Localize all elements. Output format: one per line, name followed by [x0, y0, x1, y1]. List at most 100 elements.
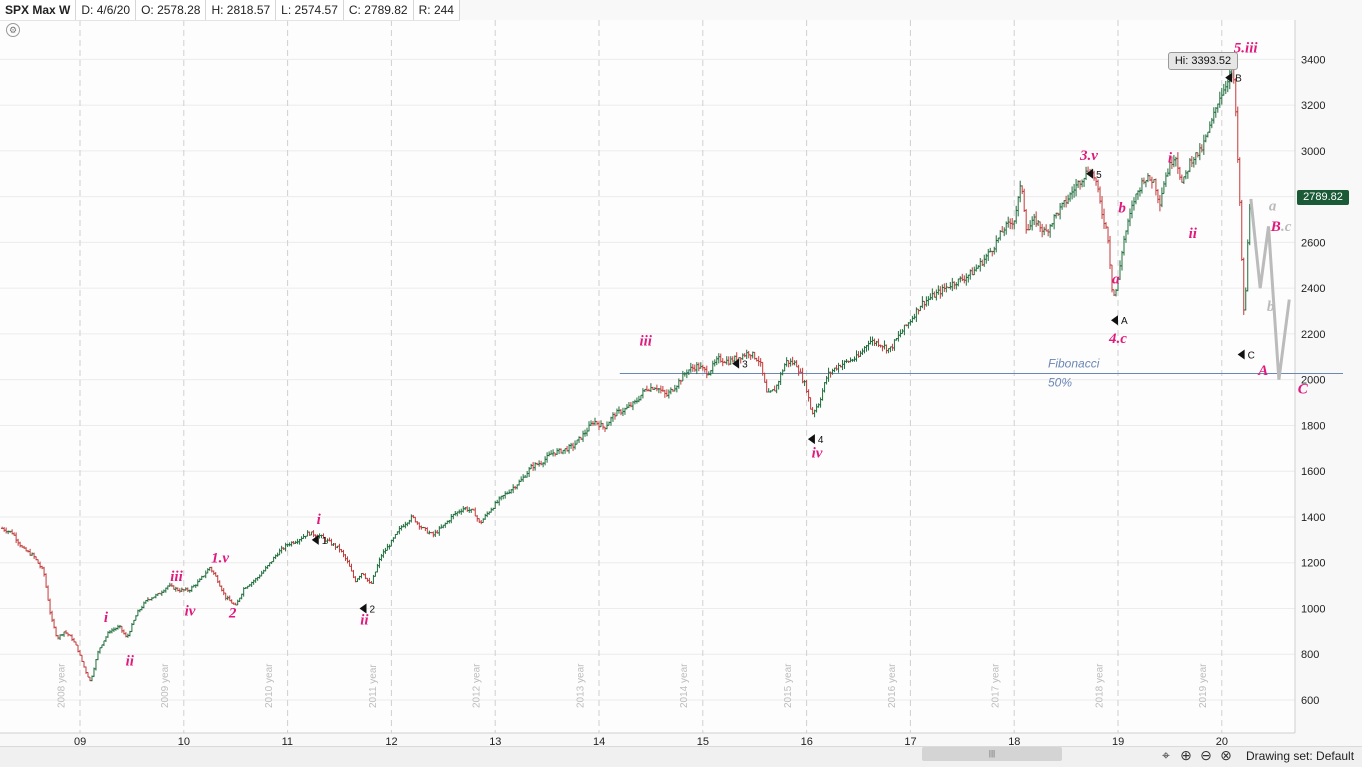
- y-tick-label: 2400: [1301, 283, 1325, 295]
- plot-background: [0, 20, 1295, 733]
- close-label: C: 2789.82: [344, 0, 414, 20]
- y-tick-label: 2000: [1301, 375, 1325, 387]
- date-label: D: 4/6/20: [76, 0, 137, 20]
- wave-label: B: [1270, 219, 1281, 235]
- wave-label: 4.c: [1108, 331, 1127, 347]
- y-tick-label: 600: [1301, 695, 1319, 707]
- pivot-marker-label: 5: [1096, 170, 1102, 181]
- wave-label: A: [1257, 363, 1268, 379]
- year-marker-label: 2013 year: [575, 663, 586, 708]
- pivot-marker-icon: [1225, 72, 1233, 83]
- zoom-out-icon[interactable]: ⊖: [1200, 747, 1212, 763]
- high-price-callout: Hi: 3393.52: [1168, 52, 1238, 70]
- year-marker-label: 2011 year: [368, 664, 379, 708]
- wave-label: 1.v: [211, 551, 229, 567]
- pivot-marker-label: A: [1121, 316, 1128, 327]
- symbol-label[interactable]: SPX Max W: [0, 0, 77, 20]
- projection-wave-label: a: [1269, 198, 1277, 214]
- x-tick-label: 20: [1216, 736, 1228, 748]
- year-marker-label: 2012 year: [472, 663, 483, 708]
- crosshair-icon[interactable]: ⌖: [1162, 747, 1170, 763]
- projection-wave-label: .c: [1281, 219, 1292, 235]
- wave-label: i: [317, 512, 322, 528]
- wave-label: ii: [360, 612, 369, 628]
- y-tick-label: 1800: [1301, 420, 1325, 432]
- year-marker-label: 2010 year: [264, 663, 275, 708]
- x-tick-label: 12: [385, 736, 397, 748]
- x-tick-label: 15: [697, 736, 709, 748]
- wave-label: 5.iii: [1234, 40, 1259, 56]
- y-tick-label: 1200: [1301, 558, 1325, 570]
- wave-label: 3.v: [1079, 148, 1098, 164]
- low-label: L: 2574.57: [276, 0, 344, 20]
- year-marker-label: 2018 year: [1094, 663, 1105, 708]
- y-tick-label: 3400: [1301, 54, 1325, 66]
- y-tick-label: 3000: [1301, 146, 1325, 158]
- wave-label: C: [1298, 381, 1309, 397]
- zoom-fit-icon[interactable]: ⊗: [1220, 747, 1232, 763]
- y-tick-label: 3200: [1301, 100, 1325, 112]
- year-marker-label: 2019 year: [1198, 663, 1209, 708]
- pivot-marker-icon: [807, 434, 815, 445]
- wave-label: 2: [228, 606, 237, 622]
- quote-header: SPX Max W D: 4/6/20 O: 2578.28 H: 2818.5…: [0, 0, 460, 21]
- high-label: H: 2818.57: [206, 0, 277, 20]
- y-tick-label: 1400: [1301, 512, 1325, 524]
- year-marker-label: 2017 year: [991, 663, 1002, 708]
- pivot-marker-label: C: [1248, 351, 1255, 362]
- year-marker-label: 2008 year: [56, 663, 67, 708]
- x-tick-label: 14: [593, 736, 605, 748]
- year-marker-label: 2015 year: [783, 663, 794, 708]
- x-tick-label: 19: [1112, 736, 1124, 748]
- wave-label: iv: [185, 603, 196, 619]
- wave-label: ii: [1189, 226, 1198, 242]
- wave-label: iii: [639, 333, 652, 349]
- pivot-marker-icon: [359, 603, 367, 614]
- wave-label: b: [1118, 201, 1126, 217]
- x-tick-label: 16: [801, 736, 813, 748]
- zoom-in-icon[interactable]: ⊕: [1180, 747, 1192, 763]
- wave-label: a: [1112, 272, 1120, 288]
- wave-label: iv: [812, 445, 823, 461]
- wave-label: ii: [126, 654, 135, 670]
- x-tick-label: 10: [178, 736, 190, 748]
- year-marker-label: 2014 year: [679, 663, 690, 708]
- pivot-marker-label: 1: [322, 536, 328, 547]
- fibonacci-label: Fibonacci: [1048, 357, 1100, 371]
- open-label: O: 2578.28: [136, 0, 207, 20]
- x-tick-label: 09: [74, 736, 86, 748]
- x-tick-label: 17: [904, 736, 916, 748]
- projection-wave-label: b: [1267, 299, 1275, 315]
- y-tick-label: 2600: [1301, 237, 1325, 249]
- year-marker-label: 2016 year: [887, 663, 898, 708]
- pivot-marker-label: 2: [369, 604, 375, 615]
- year-marker-label: 2009 year: [160, 663, 171, 708]
- fibonacci-percent-label: 50%: [1048, 376, 1072, 390]
- x-tick-label: 18: [1008, 736, 1020, 748]
- pivot-marker-icon: [311, 534, 319, 545]
- pivot-marker-label: 4: [818, 435, 824, 446]
- y-tick-label: 2200: [1301, 329, 1325, 341]
- pivot-marker-icon: [1086, 168, 1094, 179]
- y-tick-label: 1000: [1301, 603, 1325, 615]
- y-tick-label: 1600: [1301, 466, 1325, 478]
- gear-icon[interactable]: ⚙: [6, 23, 20, 37]
- y-tick-label: 800: [1301, 649, 1319, 661]
- current-price-badge: 2789.82: [1297, 190, 1349, 205]
- scrollbar-thumb[interactable]: |||: [922, 747, 1062, 761]
- projection-path: [1249, 198, 1291, 380]
- pivot-marker-icon: [1237, 349, 1245, 360]
- drawing-set-label[interactable]: Drawing set: Default: [1246, 749, 1355, 763]
- range-label: R: 244: [414, 0, 460, 20]
- x-tick-label: 11: [282, 736, 293, 748]
- pivot-marker-icon: [1111, 315, 1118, 326]
- x-tick-label: 13: [489, 736, 501, 748]
- wave-label: i: [1168, 150, 1173, 166]
- wave-label: i: [104, 610, 109, 626]
- pivot-marker-label: B: [1235, 74, 1242, 85]
- pivot-marker-label: 3: [742, 360, 748, 371]
- wave-label: iii: [170, 569, 183, 585]
- pivot-marker-icon: [732, 358, 740, 369]
